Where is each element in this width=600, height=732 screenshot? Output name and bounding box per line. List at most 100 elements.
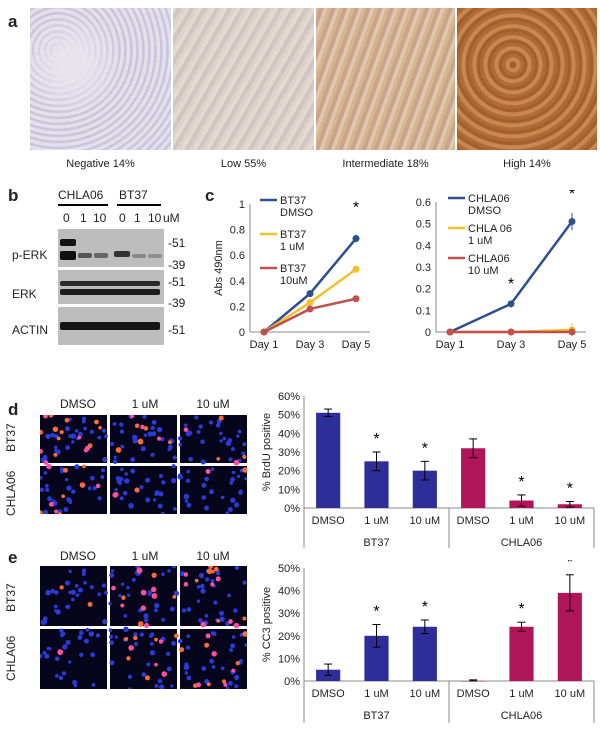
nucleus-dot xyxy=(166,651,171,656)
caption-negative: Negative 14% xyxy=(66,158,135,170)
y-tick-label: 0.4 xyxy=(230,276,245,288)
blot-marker-5: -51 xyxy=(168,323,186,337)
blot-label-actin: ACTIN xyxy=(12,323,48,337)
stained-cell-dot xyxy=(46,463,52,470)
nucleus-dot xyxy=(196,584,201,589)
nucleus-dot xyxy=(166,666,172,672)
stained-cell-dot xyxy=(120,603,125,608)
nucleus-dot xyxy=(120,444,125,449)
micrograph-tile xyxy=(180,566,247,626)
stained-cell-dot xyxy=(144,675,150,681)
stained-cell-dot xyxy=(235,661,240,666)
bar xyxy=(461,448,486,508)
nucleus-dot xyxy=(173,590,180,597)
nucleus-dot xyxy=(231,470,236,475)
nucleus-dot xyxy=(201,482,207,488)
nucleus-dot xyxy=(101,468,106,473)
stained-cell-dot xyxy=(174,633,179,639)
nucleus-dot xyxy=(68,434,73,439)
blot-dose-1: 0 xyxy=(63,211,70,225)
nucleus-dot xyxy=(88,631,95,637)
nucleus-dot xyxy=(145,497,151,503)
stained-cell-dot xyxy=(87,601,93,607)
nucleus-dot xyxy=(54,590,59,595)
x-tick-label: Day 5 xyxy=(342,339,371,351)
stained-cell-dot xyxy=(206,682,211,687)
nucleus-dot xyxy=(146,662,151,667)
nucleus-dot xyxy=(79,652,84,658)
nucleus-dot xyxy=(230,643,236,649)
stained-cell-dot xyxy=(84,445,90,452)
stained-cell-dot xyxy=(216,618,221,623)
nucleus-dot xyxy=(134,642,138,646)
y-tick-label: 0% xyxy=(284,503,300,515)
data-point xyxy=(306,290,314,298)
significance-star: * xyxy=(422,440,428,457)
stained-cell-dot xyxy=(205,633,211,639)
stained-cell-dot xyxy=(213,566,219,572)
nucleus-dot xyxy=(44,653,50,659)
nucleus-dot xyxy=(123,626,129,632)
nucleus-dot xyxy=(112,421,117,426)
nucleus-dot xyxy=(89,585,94,590)
stained-cell-dot xyxy=(221,679,227,684)
nucleus-dot xyxy=(131,434,138,441)
ihc-image-low xyxy=(173,8,314,150)
nucleus-dot xyxy=(143,618,149,623)
series-label: 10 uM xyxy=(468,265,499,277)
nucleus-dot xyxy=(83,581,87,585)
nucleus-dot xyxy=(230,497,236,503)
nucleus-dot xyxy=(43,471,48,475)
data-point xyxy=(352,295,360,303)
nucleus-dot xyxy=(101,428,107,433)
nucleus-dot xyxy=(194,415,199,420)
significance-star: * xyxy=(518,601,524,618)
cc3-col-10um: 10 uM xyxy=(196,549,230,563)
stained-cell-dot xyxy=(140,605,147,611)
y-tick-label: 40% xyxy=(278,586,300,598)
nucleus-dot xyxy=(185,645,191,650)
nucleus-dot xyxy=(208,420,214,425)
y-tick-label: 1 xyxy=(239,199,245,211)
x-tick-label: 10 uM xyxy=(410,515,441,527)
nucleus-dot xyxy=(130,457,136,463)
stained-cell-dot xyxy=(183,581,189,587)
nucleus-dot xyxy=(127,674,132,679)
data-point xyxy=(568,218,576,225)
stained-cell-dot xyxy=(158,639,164,644)
nucleus-dot xyxy=(157,503,163,509)
series-label: CHLA 06 xyxy=(468,223,512,235)
stained-cell-dot xyxy=(143,622,150,628)
nucleus-dot xyxy=(97,496,102,501)
nucleus-dot xyxy=(156,426,163,433)
ihc-image-high xyxy=(457,8,597,150)
nucleus-dot xyxy=(198,618,203,623)
brdu-row-chla06: CHLA06 xyxy=(4,470,18,516)
stained-cell-dot xyxy=(143,426,149,431)
series-label: BT37 xyxy=(280,263,306,275)
cc3-micrograph-grid xyxy=(37,563,248,691)
nucleus-dot xyxy=(74,429,79,433)
stained-cell-dot xyxy=(200,621,207,628)
nucleus-dot xyxy=(130,468,136,474)
nucleus-dot xyxy=(145,477,151,483)
nucleus-dot xyxy=(101,583,107,588)
nucleus-dot xyxy=(45,589,51,596)
stained-cell-dot xyxy=(77,435,82,440)
nucleus-dot xyxy=(55,609,61,615)
nucleus-dot xyxy=(200,583,205,589)
stained-cell-dot xyxy=(154,637,158,642)
nucleus-dot xyxy=(222,436,226,441)
nucleus-dot xyxy=(149,650,156,656)
nucleus-dot xyxy=(158,474,163,479)
y-tick-label: 20% xyxy=(278,466,300,478)
stained-cell-dot xyxy=(112,492,119,498)
nucleus-dot xyxy=(120,582,125,586)
stained-cell-dot xyxy=(154,662,158,667)
nucleus-dot xyxy=(64,580,71,586)
nucleus-dot xyxy=(102,618,108,625)
series-label: CHLA06 xyxy=(468,193,510,205)
y-tick-label: 20% xyxy=(278,631,300,643)
x-tick-label: Day 1 xyxy=(436,339,465,351)
stained-cell-dot xyxy=(223,682,228,687)
